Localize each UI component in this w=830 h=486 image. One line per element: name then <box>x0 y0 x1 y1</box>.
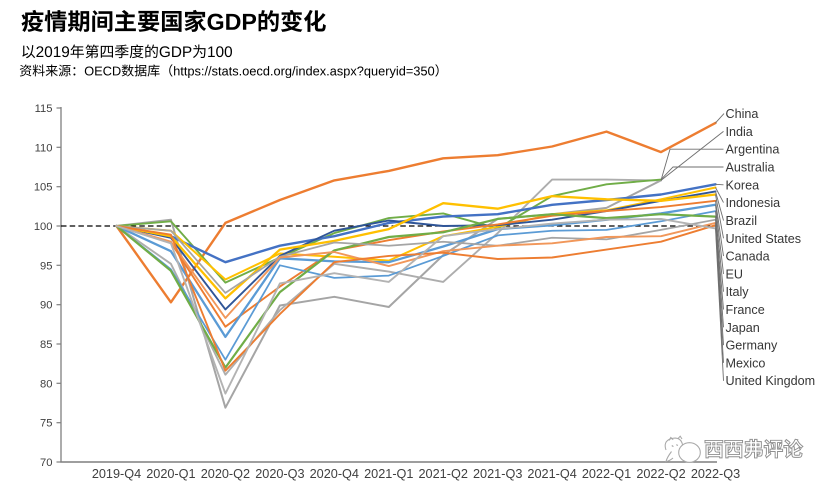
svg-text:2021-Q2: 2021-Q2 <box>419 467 468 481</box>
svg-text:2021-Q3: 2021-Q3 <box>473 467 522 481</box>
svg-text:2020-Q3: 2020-Q3 <box>255 467 304 481</box>
svg-text:2022-Q2: 2022-Q2 <box>636 467 685 481</box>
svg-text:Canada: Canada <box>726 250 770 264</box>
svg-text:Korea: Korea <box>726 178 760 192</box>
svg-text:2020-Q2: 2020-Q2 <box>201 467 250 481</box>
svg-text:90: 90 <box>40 300 52 312</box>
svg-text:2020-Q1: 2020-Q1 <box>146 467 195 481</box>
svg-text:85: 85 <box>40 339 52 351</box>
svg-text:United Kingdom: United Kingdom <box>726 374 816 388</box>
svg-text:80: 80 <box>40 378 52 390</box>
svg-text:Argentina: Argentina <box>726 143 780 157</box>
svg-text:Germany: Germany <box>726 339 778 353</box>
svg-text:Australia: Australia <box>726 161 775 175</box>
svg-text:China: China <box>726 107 759 121</box>
svg-text:Italy: Italy <box>726 285 750 299</box>
svg-text:Japan: Japan <box>726 321 760 335</box>
svg-text:United States: United States <box>726 232 802 246</box>
svg-text:100: 100 <box>34 221 53 233</box>
svg-text:95: 95 <box>40 260 52 272</box>
svg-text:2020-Q4: 2020-Q4 <box>310 467 359 481</box>
svg-text:110: 110 <box>35 142 53 154</box>
svg-text:India: India <box>726 125 753 139</box>
svg-text:2022-Q1: 2022-Q1 <box>582 467 631 481</box>
svg-text:Brazil: Brazil <box>726 214 758 228</box>
svg-text:70: 70 <box>40 457 52 469</box>
svg-text:2022-Q3: 2022-Q3 <box>691 467 740 481</box>
svg-text:2021-Q1: 2021-Q1 <box>364 467 413 481</box>
svg-text:105: 105 <box>34 182 53 194</box>
svg-text:75: 75 <box>40 418 52 430</box>
svg-text:Indonesia: Indonesia <box>726 196 781 210</box>
svg-text:115: 115 <box>35 103 53 115</box>
svg-text:Mexico: Mexico <box>726 356 766 370</box>
svg-text:France: France <box>726 303 765 317</box>
svg-text:EU: EU <box>726 267 744 281</box>
svg-text:2019-Q4: 2019-Q4 <box>92 467 141 481</box>
svg-text:2021-Q4: 2021-Q4 <box>527 467 576 481</box>
